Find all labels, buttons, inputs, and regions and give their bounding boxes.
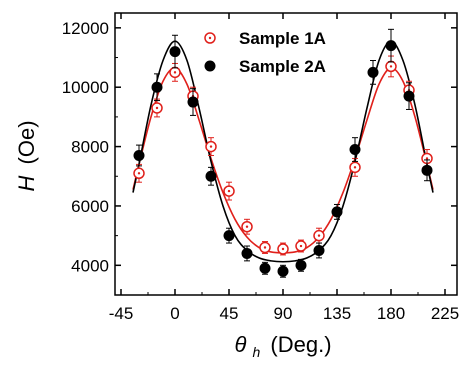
marker-dot [353, 166, 357, 169]
axis-ticks: -45 0 45 90 135 180 225 4000 6000 8000 10000 12000 [62, 13, 459, 323]
x-axis-subscript: h [253, 344, 261, 360]
marker-dot [155, 106, 159, 110]
legend-marker-sample-2a [204, 60, 216, 72]
marker-dot [137, 172, 141, 175]
legend-marker-sample-1a [204, 32, 216, 44]
data-point-sample-2a [367, 59, 379, 85]
data-point-sample-2a [313, 242, 325, 259]
data-point-sample-1a [133, 163, 145, 183]
data-point-sample-1a [277, 242, 289, 256]
x-tick-label: 180 [377, 304, 405, 323]
data-point-sample-2a [133, 144, 145, 167]
marker-dot [389, 65, 393, 68]
marker [385, 40, 397, 52]
marker [169, 46, 181, 58]
legend: Sample 1A Sample 2A [204, 29, 326, 76]
marker-dot [227, 189, 231, 193]
marker-dot [317, 234, 321, 237]
y-axis-unit: (Oe) [14, 120, 39, 164]
x-tick-label: 90 [274, 304, 293, 323]
marker [421, 164, 433, 176]
marker-dot [425, 157, 429, 160]
plot-frame [114, 12, 458, 296]
x-tick-label: -45 [109, 304, 134, 323]
marker-dot [173, 71, 177, 74]
y-tick-label: 10000 [62, 78, 109, 97]
x-tick-label: 0 [170, 304, 179, 323]
data-point-sample-2a [169, 34, 181, 69]
y-axis-symbol: H [14, 176, 39, 192]
y-tick-label: 6000 [71, 197, 109, 216]
data-point-sample-2a [331, 203, 343, 220]
marker-dot [281, 247, 285, 251]
x-axis-label: θ h (Deg.) [234, 332, 331, 362]
data-point-sample-1a [295, 239, 307, 253]
data-point-sample-2a [349, 137, 361, 162]
data-point-sample-1a [421, 149, 433, 168]
y-axis-label: H (Oe) [14, 120, 39, 191]
marker [133, 149, 145, 161]
data-point-sample-2a [421, 159, 433, 182]
data-point-sample-2a [385, 28, 397, 63]
marker [367, 66, 379, 78]
marker [259, 262, 271, 274]
data-point-sample-1a [205, 137, 217, 156]
data-point-sample-2a [259, 261, 271, 275]
data-point-sample-2a [151, 73, 163, 102]
x-tick-label: 225 [431, 304, 459, 323]
y-tick-label: 4000 [71, 256, 109, 275]
marker-dot [245, 225, 249, 228]
marker [295, 259, 307, 271]
data-point-sample-1a [241, 218, 253, 235]
fit-curve-sample-1a [132, 67, 434, 254]
data-point-sample-2a [205, 166, 217, 186]
data-point-sample-1a [223, 181, 235, 201]
marker [277, 265, 289, 277]
x-tick-label: 45 [220, 304, 239, 323]
data-point-sample-2a [187, 88, 199, 116]
data-point-sample-2a [241, 245, 253, 262]
legend-label-sample-1a: Sample 1A [239, 29, 326, 48]
marker [223, 230, 235, 242]
y-tick-label: 12000 [62, 19, 109, 38]
data-point-sample-1a [349, 157, 361, 177]
marker-dot [209, 145, 213, 148]
x-axis-unit: (Deg.) [270, 332, 331, 357]
marker-dot [263, 246, 267, 249]
marker [151, 81, 163, 93]
marker [403, 90, 415, 102]
data-point-sample-2a [403, 82, 415, 110]
x-axis-symbol: θ [234, 332, 246, 357]
data-point-sample-1a [151, 98, 163, 118]
marker [313, 244, 325, 256]
y-tick-label: 8000 [71, 138, 109, 157]
marker [331, 206, 343, 218]
marker [187, 96, 199, 108]
marker-dot [299, 244, 303, 248]
x-tick-label: 135 [323, 304, 351, 323]
data-point-sample-1a [313, 227, 325, 244]
data-point-sample-2a [295, 258, 307, 272]
data-points [133, 28, 433, 278]
marker [205, 170, 217, 182]
marker [349, 144, 361, 156]
data-point-sample-2a [223, 227, 235, 244]
data-point-sample-2a [277, 264, 289, 278]
legend-label-sample-2a: Sample 2A [239, 57, 326, 76]
data-point-sample-1a [259, 241, 271, 254]
marker [241, 247, 253, 259]
